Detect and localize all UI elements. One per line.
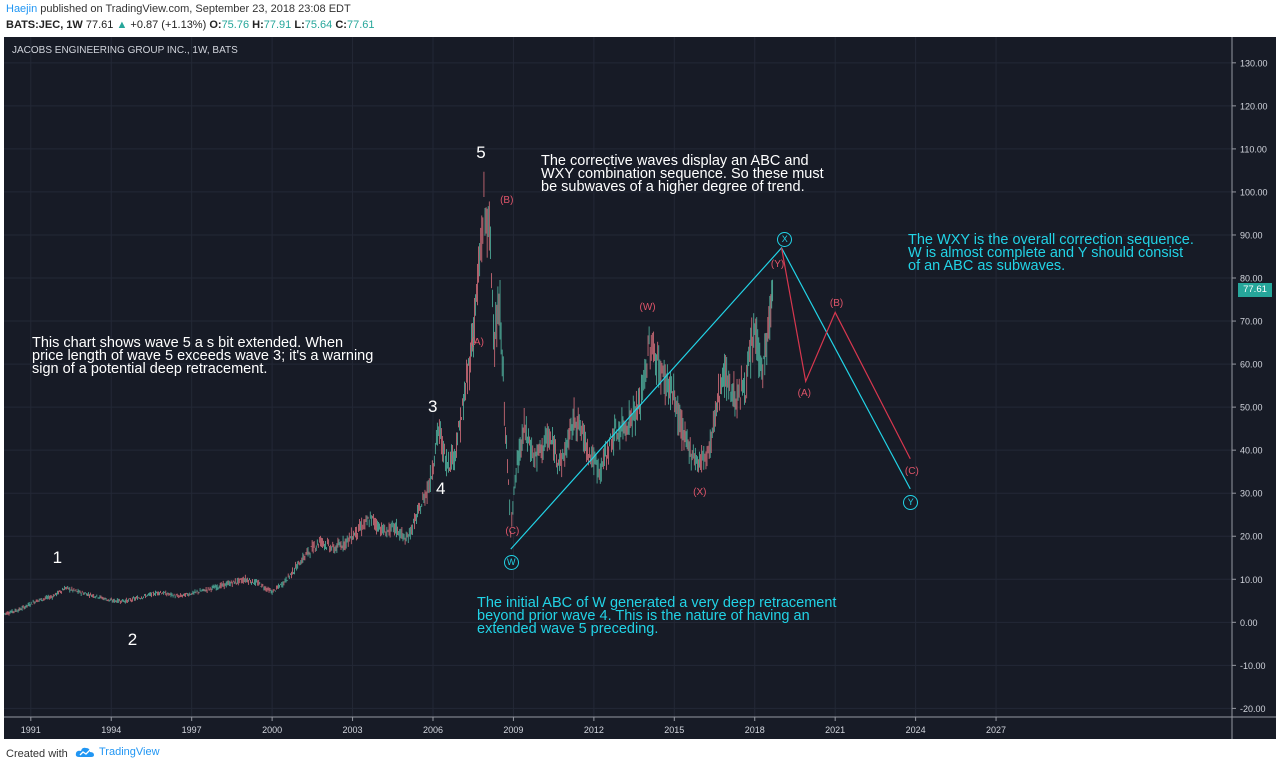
wave-label: (A) <box>797 388 812 400</box>
published-text: published on TradingView.com, September … <box>40 3 351 15</box>
open-value: 75.76 <box>221 19 250 31</box>
annotation-wave5-extended: This chart shows wave 5 a s bit extended… <box>32 335 374 377</box>
tradingview-cloud-icon <box>75 747 94 757</box>
price-tick-label: 30.00 <box>1240 489 1263 499</box>
price-chart[interactable]: 130.00120.00110.00100.0090.0080.0070.006… <box>4 37 1276 739</box>
price-tick-label: -20.00 <box>1240 704 1266 714</box>
low-value: 75.64 <box>304 19 333 31</box>
time-tick-label: 2009 <box>503 725 523 735</box>
wave-label: (B) <box>500 194 514 206</box>
wave-label: (C) <box>505 525 520 537</box>
annotation-corrective-waves: The corrective waves display an ABC and … <box>541 153 824 195</box>
last-price-tag: 77.61 <box>1238 283 1272 297</box>
wave-label: 3 <box>427 397 438 417</box>
abc-projection-line <box>780 247 911 460</box>
tradingview-link[interactable]: TradingView <box>75 746 160 758</box>
high-value: 77.91 <box>263 19 292 31</box>
time-tick-label: 2027 <box>986 725 1006 735</box>
publish-info: Haejin published on TradingView.com, Sep… <box>6 3 351 15</box>
open-label: O: <box>209 19 222 31</box>
time-tick-label: 2015 <box>664 725 684 735</box>
price-tick-label: 50.00 <box>1240 403 1263 413</box>
wave-label: (A) <box>470 336 484 348</box>
time-tick-label: 1997 <box>182 725 202 735</box>
wave-circle-label: Y <box>903 494 919 510</box>
time-tick-label: 2012 <box>584 725 604 735</box>
symbol-label: BATS:JEC, 1W <box>6 19 83 31</box>
price-tick-label: 70.00 <box>1240 317 1263 327</box>
wave-label: 5 <box>476 143 486 163</box>
price-tick-label: 0.00 <box>1240 618 1258 628</box>
chart-title: JACOBS ENGINEERING GROUP INC., 1W, BATS <box>12 45 238 56</box>
wave-label: (X) <box>693 487 707 499</box>
high-label: H: <box>252 19 264 31</box>
price-tick-label: 80.00 <box>1240 274 1263 284</box>
price-tick-label: 120.00 <box>1240 101 1268 111</box>
close-value: 77.61 <box>346 19 375 31</box>
price-tick-label: -10.00 <box>1240 661 1266 671</box>
footer: Created with TradingView <box>0 740 1280 770</box>
publish-header: Haejin published on TradingView.com, Sep… <box>0 0 1280 36</box>
annotation-wxy-correction: The WXY is the overall correction sequen… <box>908 232 1194 274</box>
price-tick-label: 90.00 <box>1240 230 1263 240</box>
time-tick-label: 2003 <box>343 725 363 735</box>
time-tick-label: 2021 <box>825 725 845 735</box>
time-tick-label: 2024 <box>906 725 926 735</box>
annotation-initial-abc: The initial ABC of W generated a very de… <box>477 595 837 637</box>
wave-circle-label: X <box>777 232 793 248</box>
time-tick-label: 2018 <box>745 725 765 735</box>
price-tick-label: 20.00 <box>1240 532 1263 542</box>
time-tick-label: 2000 <box>262 725 282 735</box>
wave-label: 2 <box>127 629 138 649</box>
price-tick-label: 110.00 <box>1240 144 1267 154</box>
low-label: L: <box>294 19 305 31</box>
close-label: C: <box>335 19 347 31</box>
wave-label: (C) <box>904 465 919 477</box>
chart-area[interactable]: 130.00 120.00 110.00 100.00 90.00 80.00 70.00 6… <box>4 37 1276 739</box>
last-price: 77.61 <box>85 19 114 31</box>
up-triangle-icon: ▲ <box>116 19 128 31</box>
price-tick-label: 130.00 <box>1240 58 1268 68</box>
author-link[interactable]: Haejin <box>6 3 38 15</box>
wave-label: 4 <box>436 478 446 498</box>
price-tick-label: 10.00 <box>1240 575 1263 585</box>
time-tick-label: 1994 <box>101 725 121 735</box>
time-tick-label: 2006 <box>423 725 443 735</box>
price-tick-label: 100.00 <box>1240 187 1268 197</box>
ohlc-legend: BATS:JEC, 1W 77.61 ▲ +0.87 (+1.13%) O:75… <box>6 19 374 31</box>
price-change: +0.87 (+1.13%) <box>130 19 207 31</box>
wave-label: (W) <box>639 302 656 314</box>
wxy-projection-line <box>510 246 911 550</box>
tradingview-brand: TradingView <box>99 746 160 758</box>
wave-label: (Y) <box>770 259 785 271</box>
wave-label: 1 <box>52 547 63 567</box>
time-tick-label: 1991 <box>21 725 41 735</box>
created-with-text: Created with <box>6 748 68 760</box>
price-tick-label: 60.00 <box>1240 360 1263 370</box>
wave-label: (B) <box>829 297 844 309</box>
price-tick-label: 40.00 <box>1240 446 1263 456</box>
wave-circle-label: W <box>503 555 519 571</box>
